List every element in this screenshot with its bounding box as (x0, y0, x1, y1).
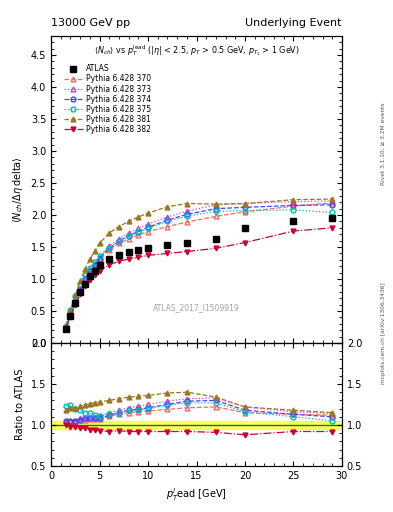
X-axis label: $p_T^{l}$ead [GeV]: $p_T^{l}$ead [GeV] (166, 486, 227, 503)
Legend: ATLAS, Pythia 6.428 370, Pythia 6.428 373, Pythia 6.428 374, Pythia 6.428 375, P: ATLAS, Pythia 6.428 370, Pythia 6.428 37… (61, 61, 154, 137)
Y-axis label: $\langle N_{ch} / \Delta\eta\,\mathrm{delta}\rangle$: $\langle N_{ch} / \Delta\eta\,\mathrm{de… (11, 156, 25, 223)
Text: Underlying Event: Underlying Event (245, 18, 342, 28)
Y-axis label: Ratio to ATLAS: Ratio to ATLAS (15, 369, 25, 440)
Text: ATLAS_2017_I1509919: ATLAS_2017_I1509919 (153, 303, 240, 312)
Bar (51, 421, 342, 429)
Text: Rivet 3.1.10, ≥ 3.2M events: Rivet 3.1.10, ≥ 3.2M events (381, 102, 386, 185)
Text: 13000 GeV pp: 13000 GeV pp (51, 18, 130, 28)
Text: $\langle N_{ch}\rangle$ vs $p_T^{\rm lead}$ ($|\eta|$ < 2.5, $p_T$ > 0.5 GeV, $p: $\langle N_{ch}\rangle$ vs $p_T^{\rm lea… (94, 44, 299, 58)
Text: mcplots.cern.ch [arXiv:1306.3436]: mcplots.cern.ch [arXiv:1306.3436] (381, 282, 386, 383)
